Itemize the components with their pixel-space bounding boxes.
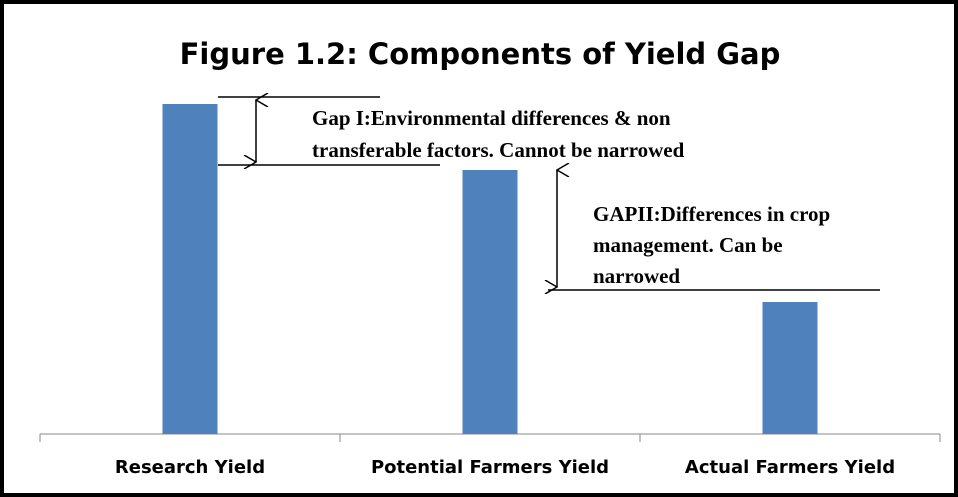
annotation: management. Can be [593, 233, 783, 257]
x-tick-label: Potential Farmers Yield [371, 457, 609, 478]
x-tick-label: Research Yield [115, 457, 265, 478]
bar [162, 104, 218, 434]
annotation: Gap I:Environmental differences & non [312, 106, 671, 130]
chart-title: Figure 1.2: Components of Yield Gap [180, 37, 781, 71]
bar [762, 302, 818, 434]
x-tick-label: Actual Farmers Yield [685, 457, 895, 478]
annotation: narrowed [593, 264, 680, 288]
annotation: GAPII:Differences in crop [593, 202, 830, 226]
bar [462, 170, 518, 434]
gap-markers [218, 97, 880, 290]
annotation: transferable factors. Cannot be narrowed [312, 138, 685, 162]
